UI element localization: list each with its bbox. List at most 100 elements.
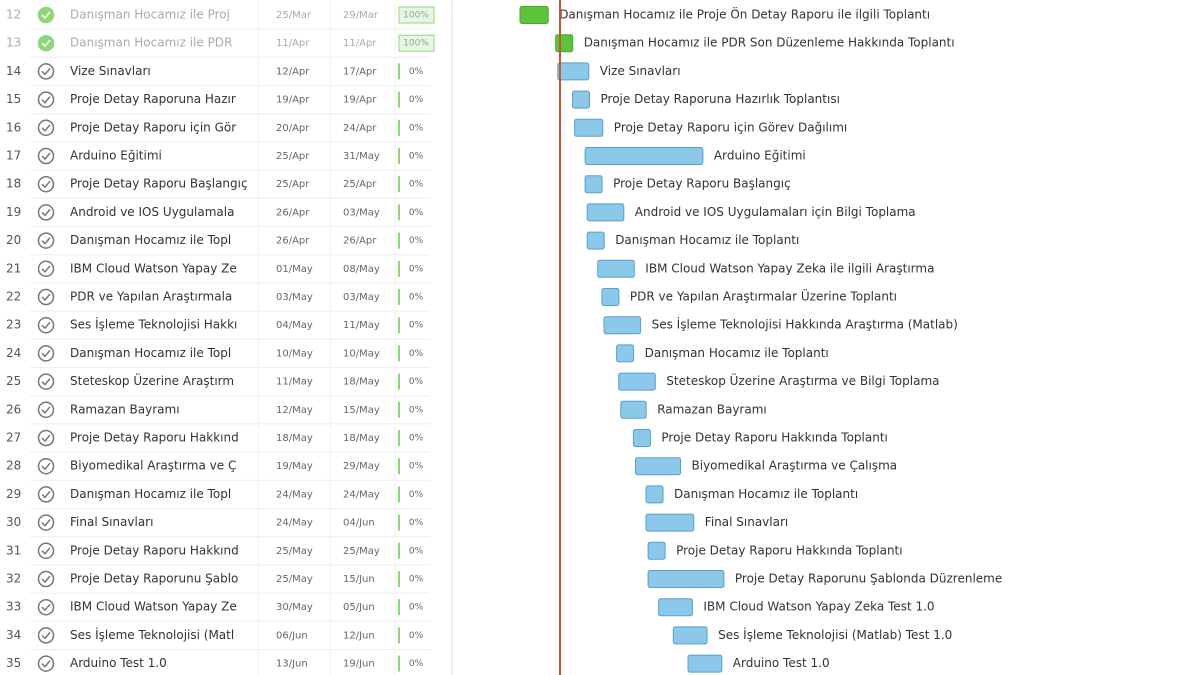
bar-label: Vize Sınavları xyxy=(600,64,681,78)
task-bar[interactable] xyxy=(597,259,635,278)
task-id: 25 xyxy=(6,374,21,388)
bar-label: Final Sınavları xyxy=(705,515,788,529)
task-bar[interactable] xyxy=(632,429,651,447)
task-bar[interactable] xyxy=(647,541,666,560)
complete-checkbox[interactable] xyxy=(37,373,55,390)
start-date: 12/May xyxy=(276,405,313,416)
start-date: 25/May xyxy=(276,574,313,585)
end-date: 04/Jun xyxy=(343,518,375,529)
bar-label: Proje Detay Raporu Hakkında Toplantı xyxy=(661,431,888,445)
complete-checkbox[interactable] xyxy=(37,345,55,362)
end-date: 31/May xyxy=(343,151,380,162)
bar-label: Danışman Hocamız ile Proje Ön Detay Rapo… xyxy=(559,6,930,22)
complete-checkbox[interactable] xyxy=(37,457,55,475)
progress: 0% xyxy=(409,67,424,77)
task-bar[interactable] xyxy=(584,147,704,165)
complete-checkbox[interactable] xyxy=(37,316,55,334)
task-bar[interactable] xyxy=(645,485,664,504)
check-mark xyxy=(41,462,51,471)
task-bar[interactable] xyxy=(584,175,603,194)
task-bar[interactable] xyxy=(603,316,642,335)
complete-checkbox[interactable] xyxy=(37,6,55,24)
task-name: Proje Detay Raporuna Hazır xyxy=(70,92,236,106)
start-date: 11/May xyxy=(276,377,313,388)
progress: 0% xyxy=(409,152,424,162)
complete-checkbox[interactable] xyxy=(37,204,55,221)
complete-checkbox[interactable] xyxy=(37,63,55,80)
progress: 0% xyxy=(409,603,424,613)
task-bar[interactable] xyxy=(572,90,590,109)
progress: 0% xyxy=(409,462,424,472)
complete-checkbox[interactable] xyxy=(37,429,55,447)
complete-checkbox[interactable] xyxy=(37,175,55,193)
complete-checkbox[interactable] xyxy=(37,514,55,531)
task-bar[interactable] xyxy=(555,34,574,53)
task-bar[interactable] xyxy=(687,654,723,673)
complete-checkbox[interactable] xyxy=(37,260,55,278)
complete-checkbox[interactable] xyxy=(37,119,55,137)
task-bar[interactable] xyxy=(616,344,635,363)
progress: 0% xyxy=(409,293,424,303)
complete-checkbox[interactable] xyxy=(37,570,55,588)
progress: 0% xyxy=(409,321,424,331)
bar-label: Proje Detay Raporu için Görev Dağılımı xyxy=(614,120,847,134)
complete-checkbox[interactable] xyxy=(37,288,55,306)
bar-label: Proje Detay Raporuna Hazırlık Toplantısı xyxy=(601,92,840,106)
complete-checkbox[interactable] xyxy=(37,542,55,560)
bar-label: Biyomedikal Araştırma ve Çalışma xyxy=(692,459,898,473)
complete-checkbox[interactable] xyxy=(37,401,55,419)
progress: 0% xyxy=(409,377,424,387)
bar-label: Danışman Hocamız ile Toplantı xyxy=(674,487,858,501)
task-bar[interactable] xyxy=(574,118,604,137)
task-bar[interactable] xyxy=(586,203,625,222)
task-bar[interactable] xyxy=(620,400,647,419)
task-bar[interactable] xyxy=(645,513,695,532)
complete-checkbox[interactable] xyxy=(37,91,55,108)
task-bar[interactable] xyxy=(586,231,605,250)
task-name: Proje Detay Raporunu Şablo xyxy=(70,572,238,586)
task-bar[interactable] xyxy=(618,372,656,391)
task-name: Ses İşleme Teknolojisi Hakkı xyxy=(70,317,237,332)
task-name: Steteskop Üzerine Araştırm xyxy=(70,372,234,388)
task-bar[interactable] xyxy=(557,62,590,81)
bar-label: Proje Detay Raporunu Şablonda Düzrenleme xyxy=(735,572,1002,586)
task-id: 33 xyxy=(6,600,21,614)
check-mark xyxy=(41,349,51,358)
task-bar[interactable] xyxy=(519,6,549,24)
complete-checkbox[interactable] xyxy=(37,655,55,672)
task-bar[interactable] xyxy=(658,598,693,617)
complete-checkbox[interactable] xyxy=(37,147,55,165)
task-name: Proje Detay Raporu için Gör xyxy=(70,120,236,134)
check-mark xyxy=(41,11,51,20)
task-bar[interactable] xyxy=(635,457,681,476)
progress: 0% xyxy=(409,264,424,274)
task-name: Proje Detay Raporu Hakkınd xyxy=(70,431,239,445)
end-date: 05/Jun xyxy=(343,602,375,613)
end-date: 15/May xyxy=(343,405,380,416)
task-bar[interactable] xyxy=(672,626,708,645)
task-id: 20 xyxy=(6,233,21,247)
task-bar[interactable] xyxy=(601,288,620,306)
check-mark xyxy=(41,152,51,161)
complete-checkbox[interactable] xyxy=(37,598,55,616)
task-id: 13 xyxy=(6,36,21,50)
bar-label: Arduino Test 1.0 xyxy=(733,656,830,670)
start-date: 12/Apr xyxy=(276,66,310,77)
check-mark xyxy=(41,265,51,273)
task-bar[interactable] xyxy=(647,570,725,588)
complete-checkbox[interactable] xyxy=(37,34,55,52)
task-id: 32 xyxy=(6,572,21,586)
progress-box xyxy=(398,6,435,24)
check-mark xyxy=(41,519,51,527)
complete-checkbox[interactable] xyxy=(37,232,55,249)
complete-checkbox[interactable] xyxy=(37,627,55,644)
task-name: Proje Detay Raporu Başlangıç xyxy=(70,177,248,191)
bar-label: Danışman Hocamız ile PDR Son Düzenleme H… xyxy=(584,36,955,50)
check-mark xyxy=(41,293,51,302)
check-mark xyxy=(41,180,51,189)
progress: 0% xyxy=(409,123,424,133)
complete-checkbox[interactable] xyxy=(37,486,55,503)
task-name: Danışman Hocamız ile Topl xyxy=(70,487,231,501)
check-mark xyxy=(41,406,51,414)
